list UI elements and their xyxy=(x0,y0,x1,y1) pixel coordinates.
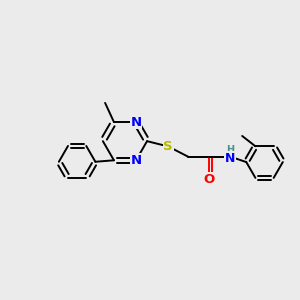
Text: N: N xyxy=(130,154,142,167)
Text: S: S xyxy=(164,140,173,153)
Text: O: O xyxy=(204,173,215,186)
Text: H: H xyxy=(226,145,235,155)
Text: N: N xyxy=(225,152,235,165)
Text: N: N xyxy=(130,116,142,128)
